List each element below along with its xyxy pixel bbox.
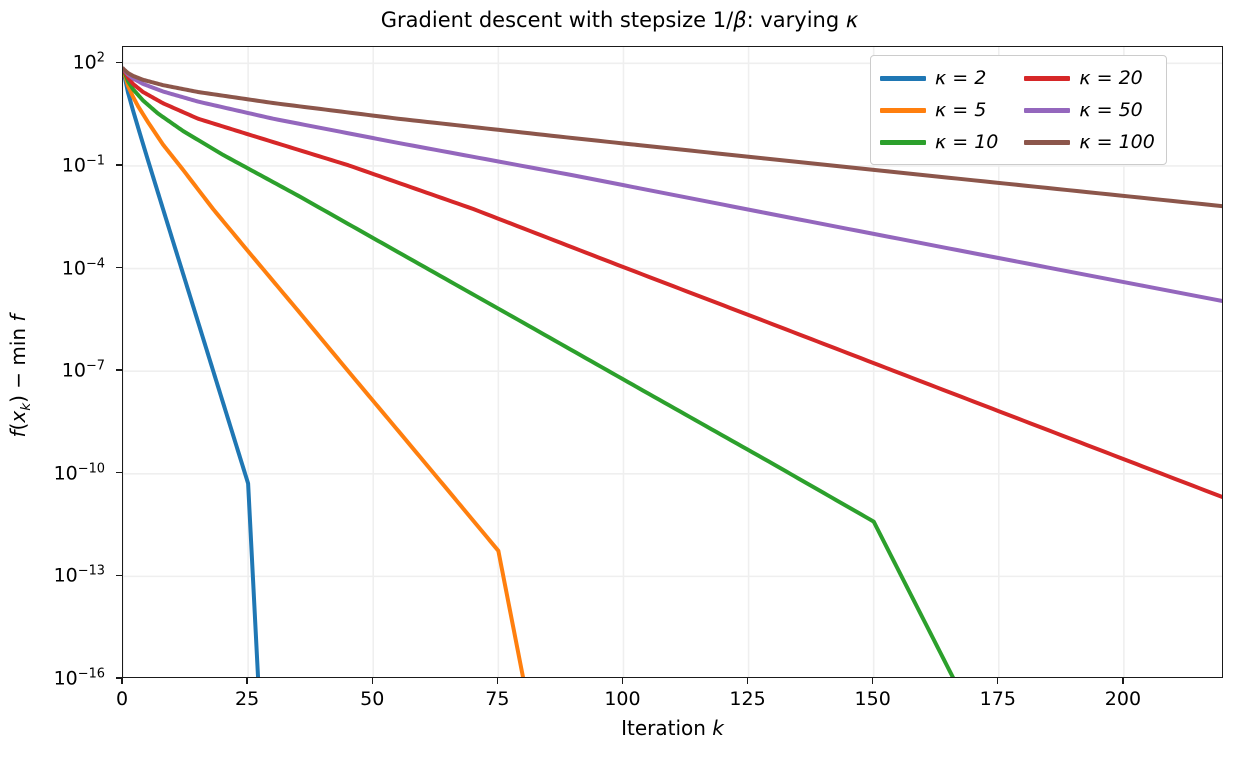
legend-entry: κ = 5 bbox=[880, 95, 998, 125]
y-tick-mark bbox=[116, 266, 122, 269]
legend-entry: κ = 50 bbox=[1024, 95, 1154, 125]
data-curves bbox=[123, 66, 1222, 677]
y-tick-mark bbox=[116, 472, 122, 474]
legend-entry: κ = 10 bbox=[880, 127, 998, 157]
y-tick-mark bbox=[116, 61, 122, 63]
y-tick-label: 10−1 bbox=[61, 153, 105, 177]
x-tick-label: 100 bbox=[604, 688, 641, 710]
legend-color-swatch bbox=[880, 139, 926, 145]
x-tick-mark bbox=[1122, 678, 1124, 684]
y-tick-mark bbox=[116, 164, 122, 166]
legend-entry: κ = 20 bbox=[1024, 63, 1154, 93]
legend-label: κ = 20 bbox=[1079, 67, 1143, 89]
x-tick-mark bbox=[621, 678, 624, 684]
x-tick-mark bbox=[997, 678, 999, 684]
x-tick-label: 175 bbox=[979, 688, 1016, 710]
x-tick-mark bbox=[496, 678, 499, 684]
legend-color-swatch bbox=[880, 75, 926, 81]
legend-color-swatch bbox=[1024, 107, 1071, 113]
series-line-5 bbox=[123, 66, 1222, 209]
x-tick-label: 25 bbox=[235, 688, 260, 710]
y-tick-label: 10−16 bbox=[53, 666, 105, 690]
y-tick-mark bbox=[116, 369, 122, 371]
legend-label: κ = 100 bbox=[1079, 131, 1155, 153]
series-line-4 bbox=[123, 66, 1222, 303]
x-tick-mark bbox=[246, 678, 248, 684]
x-tick-mark bbox=[746, 678, 749, 684]
legend-color-swatch bbox=[880, 107, 926, 113]
y-tick-label: 10−7 bbox=[61, 358, 105, 382]
y-tick-label: 10−10 bbox=[53, 461, 105, 485]
legend-color-swatch bbox=[1024, 139, 1071, 145]
x-tick-label: 150 bbox=[854, 688, 891, 710]
series-line-1 bbox=[123, 66, 526, 677]
x-tick-label: 75 bbox=[485, 688, 510, 710]
x-axis-label: Iteration k bbox=[621, 716, 724, 740]
x-tick-label: 50 bbox=[360, 688, 385, 710]
legend-label: κ = 2 bbox=[935, 67, 987, 89]
legend-label: κ = 10 bbox=[935, 131, 999, 153]
legend-label: κ = 50 bbox=[1079, 99, 1143, 121]
chart-title-text: Gradient descent with stepsize 1/β: vary… bbox=[380, 8, 859, 32]
series-line-0 bbox=[123, 66, 261, 677]
chart-title: Gradient descent with stepsize 1/β: vary… bbox=[0, 8, 1239, 32]
legend-label: κ = 5 bbox=[935, 99, 987, 121]
legend-entry: κ = 2 bbox=[880, 63, 998, 93]
y-axis-label: f(xk) − min f bbox=[6, 314, 34, 438]
y-tick-label: 10−4 bbox=[61, 255, 105, 280]
x-tick-label: 0 bbox=[115, 688, 129, 710]
x-tick-mark bbox=[871, 678, 874, 684]
series-line-2 bbox=[123, 66, 955, 677]
x-tick-label: 200 bbox=[1104, 688, 1142, 710]
legend-entry: κ = 100 bbox=[1024, 127, 1155, 157]
y-tick-label: 10−13 bbox=[53, 563, 105, 588]
x-tick-mark bbox=[121, 678, 123, 684]
legend-color-swatch bbox=[1024, 75, 1071, 81]
y-tick-mark bbox=[116, 677, 122, 679]
x-tick-label: 125 bbox=[729, 688, 766, 710]
x-tick-mark bbox=[371, 678, 373, 684]
chart-legend: κ = 2 κ = 20 κ = 5 κ = 50 κ = 10 κ = 100 bbox=[870, 55, 1167, 165]
series-line-3 bbox=[123, 66, 1222, 500]
y-tick-label: 102 bbox=[72, 50, 105, 74]
y-tick-mark bbox=[116, 574, 122, 577]
